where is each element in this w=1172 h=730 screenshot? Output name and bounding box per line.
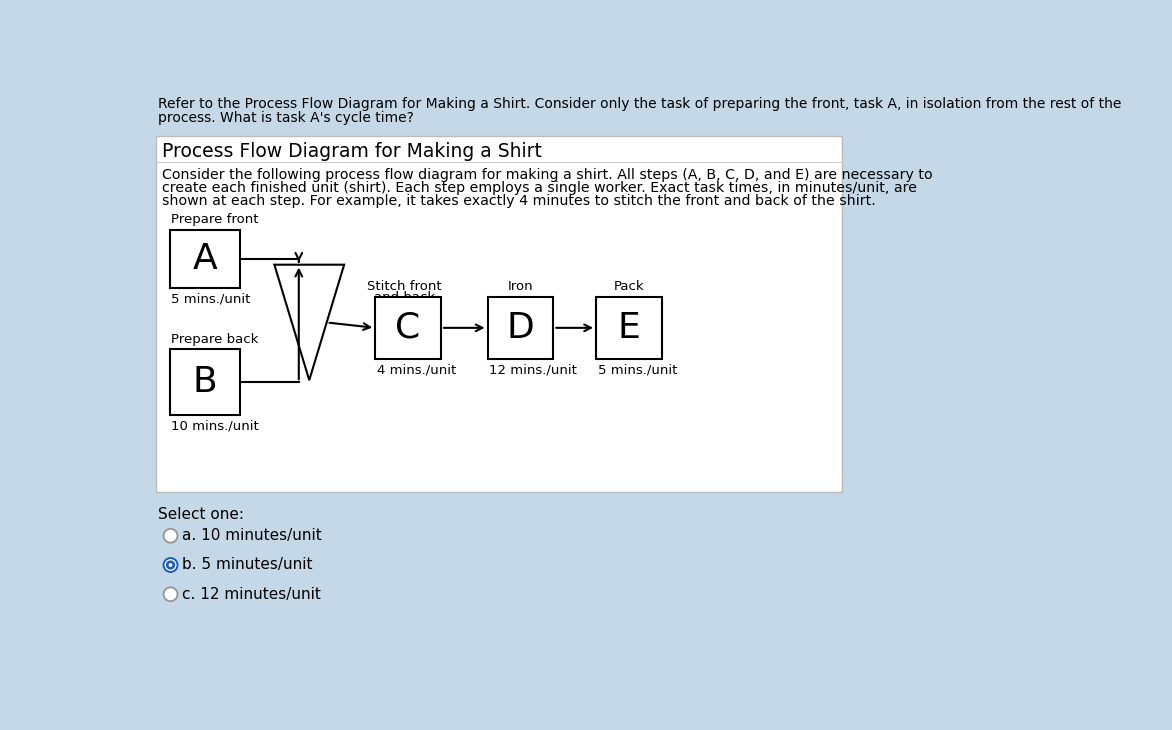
Text: Iron: Iron [507, 280, 533, 293]
Polygon shape [274, 265, 345, 380]
Text: Process Flow Diagram for Making a Shirt: Process Flow Diagram for Making a Shirt [162, 142, 541, 161]
FancyBboxPatch shape [488, 297, 553, 358]
Text: E: E [618, 311, 640, 345]
Text: c. 12 minutes/unit: c. 12 minutes/unit [182, 587, 321, 602]
Text: process. What is task A's cycle time?: process. What is task A's cycle time? [158, 111, 414, 125]
Circle shape [164, 588, 177, 602]
Text: Prepare back: Prepare back [171, 333, 259, 345]
Text: Pack: Pack [614, 280, 645, 293]
Circle shape [164, 529, 177, 542]
FancyBboxPatch shape [170, 350, 239, 415]
Text: C: C [395, 311, 421, 345]
Text: 10 mins./unit: 10 mins./unit [171, 420, 259, 432]
Text: B: B [192, 365, 217, 399]
Circle shape [164, 558, 177, 572]
FancyBboxPatch shape [375, 297, 441, 358]
Text: create each finished unit (shirt). Each step employs a single worker. Exact task: create each finished unit (shirt). Each … [162, 181, 917, 195]
Text: and back: and back [374, 291, 435, 304]
Text: Select one:: Select one: [158, 507, 244, 522]
Text: Prepare front: Prepare front [171, 213, 259, 226]
FancyBboxPatch shape [597, 297, 662, 358]
Text: D: D [506, 311, 534, 345]
Text: 5 mins./unit: 5 mins./unit [171, 293, 251, 305]
Text: Consider the following process flow diagram for making a shirt. All steps (A, B,: Consider the following process flow diag… [162, 168, 933, 182]
Circle shape [166, 561, 175, 569]
Text: shown at each step. For example, it takes exactly 4 minutes to stitch the front : shown at each step. For example, it take… [162, 194, 875, 208]
Text: Refer to the Process Flow Diagram for Making a Shirt. Consider only the task of : Refer to the Process Flow Diagram for Ma… [158, 97, 1122, 111]
Text: A: A [192, 242, 217, 276]
Text: 4 mins./unit: 4 mins./unit [376, 364, 456, 376]
Text: a. 10 minutes/unit: a. 10 minutes/unit [182, 529, 322, 543]
FancyBboxPatch shape [156, 136, 841, 492]
Circle shape [169, 563, 172, 567]
Text: b. 5 minutes/unit: b. 5 minutes/unit [182, 558, 313, 572]
Text: 12 mins./unit: 12 mins./unit [489, 364, 577, 376]
Text: 5 mins./unit: 5 mins./unit [598, 364, 677, 376]
Text: Stitch front: Stitch front [367, 280, 442, 293]
FancyBboxPatch shape [170, 230, 239, 288]
